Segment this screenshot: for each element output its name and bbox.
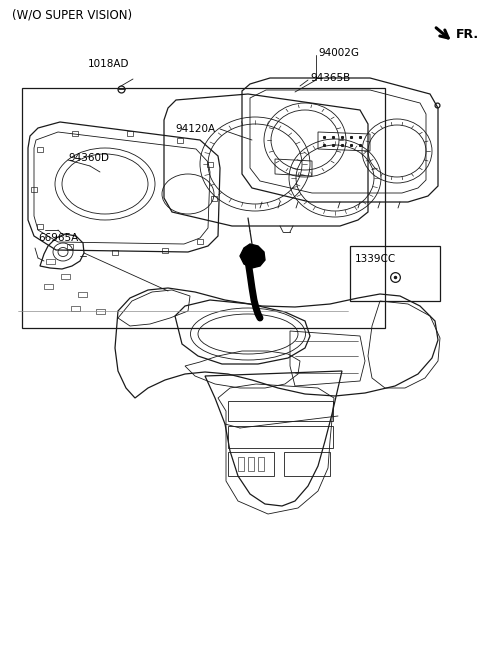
Bar — [284, 452, 330, 476]
Bar — [78, 291, 87, 297]
Text: 66965A: 66965A — [38, 233, 78, 243]
Bar — [177, 138, 183, 142]
Bar — [162, 247, 168, 253]
Bar — [207, 161, 213, 167]
Polygon shape — [240, 244, 265, 268]
Bar — [61, 274, 70, 279]
Bar — [228, 401, 333, 421]
Bar — [248, 457, 254, 471]
Bar — [44, 283, 53, 289]
Bar — [228, 452, 274, 476]
Bar — [37, 146, 43, 152]
Text: 94360D: 94360D — [68, 153, 109, 163]
Text: 94120A: 94120A — [175, 124, 215, 134]
Bar — [67, 243, 73, 249]
Bar — [37, 224, 43, 228]
Text: FR.: FR. — [456, 28, 479, 41]
Text: (W/O SUPER VISION): (W/O SUPER VISION) — [12, 9, 132, 22]
Bar — [46, 258, 55, 264]
Text: 1018AD: 1018AD — [88, 59, 130, 69]
Text: 94365B: 94365B — [310, 73, 350, 83]
Bar — [127, 131, 133, 136]
Bar — [71, 306, 80, 310]
Bar — [96, 308, 105, 314]
Bar — [258, 457, 264, 471]
Bar — [211, 195, 217, 201]
Bar — [112, 249, 118, 255]
Bar — [228, 426, 333, 448]
Text: 1339CC: 1339CC — [355, 254, 396, 264]
Bar — [238, 457, 244, 471]
Bar — [31, 186, 37, 192]
Bar — [72, 131, 78, 136]
Bar — [197, 239, 203, 243]
Text: 94002G: 94002G — [318, 48, 359, 58]
